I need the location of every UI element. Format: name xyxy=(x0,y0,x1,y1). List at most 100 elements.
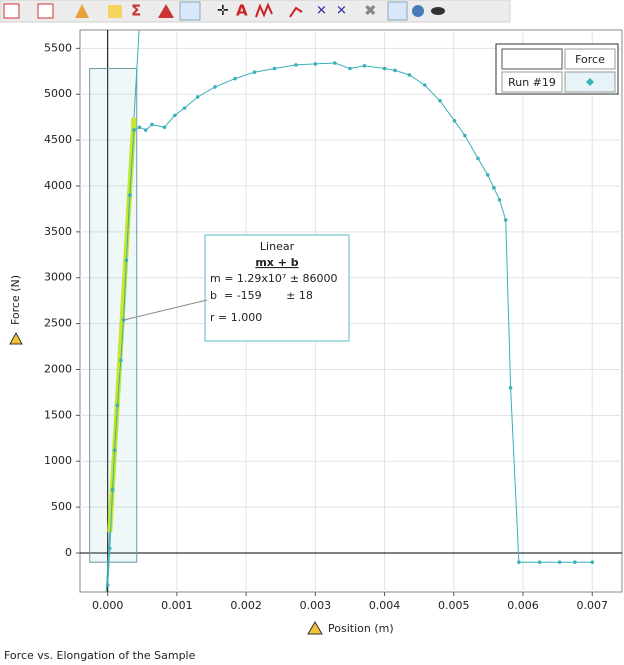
tool-icon[interactable]: A xyxy=(236,2,248,20)
data-point xyxy=(119,358,123,363)
tool-icon[interactable] xyxy=(37,3,54,19)
data-point xyxy=(517,560,521,564)
warning-icon xyxy=(9,331,23,345)
x-axis-label: Position (m) xyxy=(328,622,394,635)
y-tick-label: 3500 xyxy=(44,225,72,238)
data-point xyxy=(150,122,154,127)
callout-box xyxy=(204,234,350,342)
data-point xyxy=(115,403,120,408)
data-point xyxy=(233,76,237,81)
y-tick-label: 4000 xyxy=(44,179,72,192)
x-tick-label: 0.006 xyxy=(507,599,539,612)
data-point xyxy=(332,61,337,65)
data-point xyxy=(110,487,115,492)
tool-icon[interactable]: ✕ xyxy=(316,4,327,19)
fit-m: m = 1.29x10⁷ ± 86000 xyxy=(210,272,338,285)
legend-cell xyxy=(501,71,563,93)
data-point xyxy=(124,258,129,263)
data-point xyxy=(362,63,367,68)
data-point xyxy=(452,119,457,123)
tool-icon[interactable] xyxy=(3,3,20,19)
data-point xyxy=(348,66,352,71)
marks xyxy=(89,29,595,593)
tool-icon[interactable] xyxy=(75,4,89,18)
tool-icon[interactable]: ✕ xyxy=(336,4,347,19)
y-tick-label: 2500 xyxy=(44,317,72,330)
y-tick-label: 5500 xyxy=(44,41,72,54)
tool-icon[interactable] xyxy=(179,1,201,21)
legend-cell xyxy=(564,48,616,70)
data-point xyxy=(272,66,277,71)
legend-marker xyxy=(586,78,594,86)
tool-icon[interactable] xyxy=(158,4,174,18)
x-tick-label: 0.003 xyxy=(300,599,332,612)
x-tick-label: 0.002 xyxy=(230,599,262,612)
data-point xyxy=(393,68,397,73)
data-point xyxy=(438,98,442,103)
tool-icon[interactable] xyxy=(255,2,273,18)
y-tick-label: 1000 xyxy=(44,454,72,467)
plot-area xyxy=(79,29,623,593)
fit-equation: mx + b xyxy=(255,256,298,269)
grid xyxy=(76,30,622,596)
data-point xyxy=(497,197,502,202)
tool-icon[interactable] xyxy=(387,1,408,21)
data-point xyxy=(195,95,200,99)
y-axis-label: Force (N) xyxy=(9,275,22,325)
fit-title: Linear xyxy=(260,240,295,253)
tool-icon[interactable] xyxy=(431,7,445,15)
x-tick-label: 0.005 xyxy=(438,599,470,612)
x-tick-label: 0.007 xyxy=(576,599,608,612)
y-tick-label: 0 xyxy=(65,546,72,559)
y-tick-label: 2000 xyxy=(44,362,72,375)
data-point xyxy=(537,560,542,564)
data-point xyxy=(557,560,562,564)
y-tick-label: 1500 xyxy=(44,408,72,421)
data-point xyxy=(105,583,110,587)
data-point xyxy=(407,73,412,77)
legend-cell xyxy=(501,48,563,70)
data-point xyxy=(476,156,480,161)
data-point xyxy=(107,546,112,551)
data-point xyxy=(590,560,595,564)
data-point xyxy=(252,70,257,75)
legend: Force Run #19 xyxy=(495,43,619,95)
tool-icon[interactable]: ✛ xyxy=(217,3,229,19)
data-point xyxy=(213,85,217,89)
data-point xyxy=(173,113,177,118)
x-tick-label: 0.004 xyxy=(369,599,401,612)
fit-callout: Linear mx + b m = 1.29x10⁷ ± 86000 b = -… xyxy=(123,234,350,342)
data-point xyxy=(503,218,508,222)
y-tick-label: 3000 xyxy=(44,271,72,284)
data-point xyxy=(508,386,513,390)
legend-entry: Run #19 xyxy=(508,76,556,89)
fit-b: b = -159 ± 18 xyxy=(210,289,313,302)
x-tick-label: 0.000 xyxy=(92,599,124,612)
data-point xyxy=(137,125,142,130)
data-point xyxy=(492,186,496,190)
data-point xyxy=(422,83,427,87)
tool-icon[interactable] xyxy=(108,5,122,18)
data-point xyxy=(382,66,387,71)
data-point xyxy=(182,106,187,110)
tool-icon[interactable] xyxy=(412,5,424,17)
callout-leader xyxy=(123,299,208,321)
data-point xyxy=(485,173,490,177)
data-point xyxy=(294,63,298,67)
y-tick-label: 4500 xyxy=(44,133,72,146)
tool-icon[interactable] xyxy=(289,6,303,18)
caption: Force vs. Elongation of the Sample xyxy=(4,649,196,662)
data-point xyxy=(313,62,318,66)
y-tick-label: 5000 xyxy=(44,87,72,100)
tool-icon[interactable]: Σ xyxy=(131,2,141,20)
x-tick-label: 0.001 xyxy=(161,599,193,612)
legend-header: Force xyxy=(575,53,605,66)
tool-icon[interactable]: ✖ xyxy=(364,2,377,20)
data-point xyxy=(162,125,167,130)
toolbar-bg xyxy=(0,0,511,23)
data-point xyxy=(463,133,467,138)
toolbar: Σ ✛ A ✕ ✕ ✖ xyxy=(0,0,511,23)
y-tick-label: 500 xyxy=(51,500,72,513)
warning-icon xyxy=(307,621,323,635)
